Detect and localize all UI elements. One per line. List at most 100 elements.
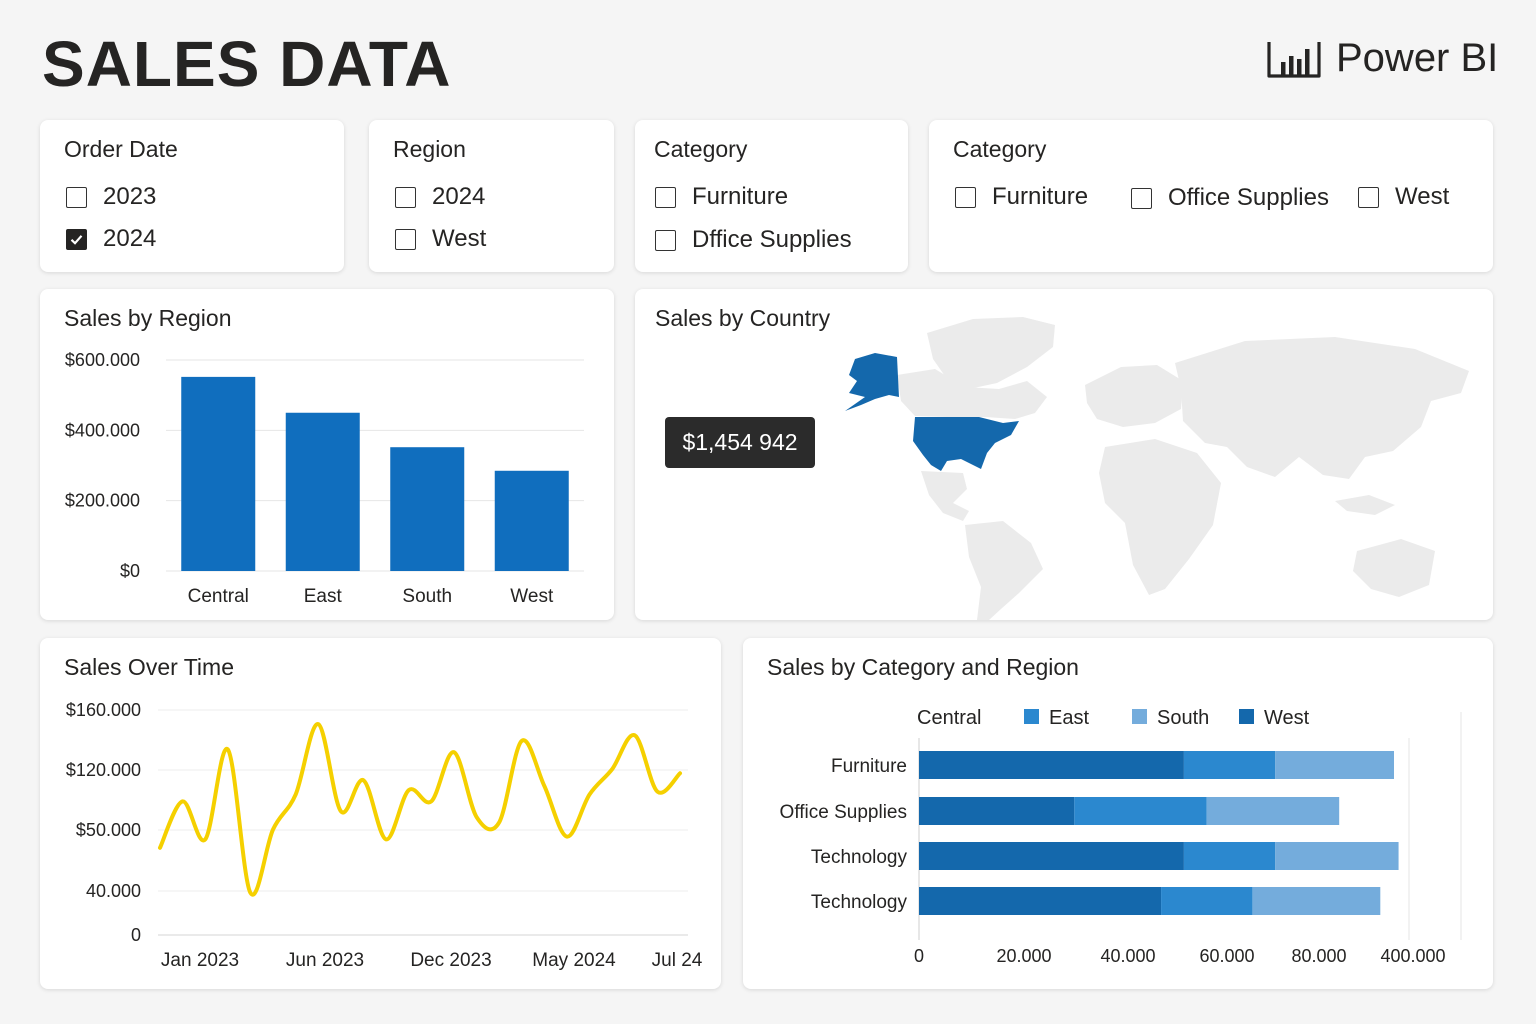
y-axis-tick-label: Technology [811, 847, 908, 868]
x-axis-tick-label: South [402, 586, 452, 607]
x-axis-tick-label: Central [188, 586, 249, 607]
checkbox[interactable] [66, 186, 87, 208]
brand-name: Power BI [1336, 36, 1499, 80]
bar-segment-east [1161, 887, 1253, 915]
sales-by-category-region-card: Sales by Category and Region 0 20.000 40.0… [743, 638, 1493, 989]
x-axis-tick-label: West [510, 586, 554, 607]
option-label: 2024 [432, 183, 486, 210]
y-axis-tick-label: $160.000 [66, 700, 141, 720]
y-axis-tick-label: Office Supplies [780, 802, 907, 823]
bar-segment-central [919, 797, 1075, 825]
y-axis-tick-label: $200.000 [65, 491, 140, 511]
asia-shape [1175, 337, 1469, 479]
slicer-title: Category [654, 136, 748, 162]
legend-swatch-east [1024, 709, 1039, 724]
x-axis-tick-label: 40.000 [1100, 946, 1155, 966]
option-label: West [432, 225, 487, 252]
australia-shape [1353, 539, 1435, 597]
sales-over-time-card: Sales Over Time 0 40.000 $50.000 $120.000 $1… [40, 638, 721, 989]
legend-label-central: Central [917, 707, 981, 729]
y-axis-tick-label: $120.000 [66, 760, 141, 780]
bar-central [181, 376, 256, 571]
greenland-shape [927, 317, 1055, 389]
y-axis-tick-label: $50.000 [76, 820, 141, 840]
bar-east [285, 412, 360, 571]
bar-segment-south [1275, 842, 1399, 870]
checkbox[interactable] [655, 186, 676, 208]
chart-title: Sales by Category and Region [767, 654, 1079, 680]
africa-shape [1099, 439, 1221, 595]
option-label: Furniture [692, 183, 789, 210]
alaska-shape [845, 353, 899, 411]
slicer-title: Category [953, 136, 1047, 162]
slicer-option-furniture[interactable]: Furniture [955, 182, 1088, 212]
slicer-option-office-supplies[interactable]: Dffice Supplies [655, 225, 852, 255]
x-axis-tick-label: 0 [914, 946, 924, 966]
checkbox[interactable] [395, 186, 416, 208]
slicer-option-furniture[interactable]: Furniture [655, 182, 788, 212]
option-label: 2023 [103, 183, 157, 210]
x-axis-tick-label: Jan 2023 [161, 950, 239, 971]
chart-title: Sales Over Time [64, 654, 234, 680]
bar-segment-south [1275, 751, 1394, 779]
y-axis-tick-label: Technology [811, 892, 908, 913]
usa-shape [913, 417, 1019, 471]
slicer-option-west[interactable]: West [1358, 182, 1449, 212]
slicer-category-horizontal: Category Furniture Office Supplies West [929, 120, 1493, 272]
check-icon [70, 234, 83, 245]
checkbox[interactable] [1358, 186, 1379, 208]
power-bi-icon [1267, 42, 1321, 78]
checkbox[interactable] [955, 186, 976, 208]
sales-by-region-chart: $0 $200.000 $400.000 $600.000 Central East Sou… [65, 350, 584, 607]
bar-segment-central [919, 842, 1184, 870]
option-label: 2024 [103, 225, 157, 252]
legend-label-west: West [1264, 707, 1310, 729]
slicer-order-date: Order Date 2023 2024 [40, 120, 344, 272]
x-axis-tick-label: 400.000 [1380, 946, 1445, 966]
map-tooltip: $1,454 942 [665, 417, 815, 468]
page-title: SALES DATA [42, 28, 452, 100]
y-axis-tick-label: Furniture [831, 756, 907, 777]
mexico-shape [921, 471, 969, 521]
x-axis-tick-label: 80.000 [1291, 946, 1346, 966]
x-axis-tick-label: East [304, 586, 343, 607]
legend-label-east: East [1049, 707, 1089, 729]
bar-south [390, 447, 465, 571]
sales-by-category-region-chart: 0 20.000 40.000 60.000 80.000 400.000 Furnitur… [780, 707, 1462, 966]
bar-segment-central [919, 887, 1162, 915]
map-highlighted-regions [845, 353, 1019, 471]
slicer-option-2024[interactable]: 2024 [66, 224, 156, 254]
checkbox[interactable] [395, 228, 416, 250]
x-axis-tick-label: Jun 2023 [286, 950, 364, 971]
slicer-option-2023[interactable]: 2023 [66, 182, 156, 212]
indonesia-shape [1335, 495, 1395, 515]
slicer-option-2024[interactable]: 2024 [395, 182, 485, 212]
sales-over-time-chart: 0 40.000 $50.000 $120.000 $160.000 Jan 2023 Ju… [66, 700, 703, 971]
option-label: West [1395, 183, 1450, 210]
bar-segment-south [1252, 887, 1381, 915]
bar-segment-east [1074, 797, 1207, 825]
checkbox[interactable] [655, 229, 676, 251]
y-axis-tick-label: 0 [131, 925, 141, 945]
slicer-option-office-supplies[interactable]: Office Supplies [1131, 183, 1329, 213]
checkbox-checked[interactable] [66, 228, 87, 250]
sales-by-region-card: Sales by Region $0 $200.000 $400.000 $600.0… [40, 289, 614, 620]
slicer-option-west[interactable]: West [395, 224, 486, 254]
y-axis-tick-label: 40.000 [86, 881, 141, 901]
slicer-title: Order Date [64, 136, 178, 162]
series-line [158, 722, 682, 897]
canada-shape [897, 369, 1047, 419]
sales-by-country-card: Sales by Country [635, 289, 1493, 620]
legend-swatch-west [1239, 709, 1254, 724]
chart-title: Sales by Region [64, 305, 232, 331]
bar-west [494, 470, 569, 571]
x-axis-tick-label: 60.000 [1199, 946, 1254, 966]
checkbox[interactable] [1131, 187, 1152, 209]
x-axis-tick-label: Dec 2023 [410, 950, 491, 971]
bar-segment-central [919, 751, 1184, 779]
brand-logo: Power BI [1266, 34, 1498, 82]
y-axis-tick-label: $600.000 [65, 350, 140, 370]
legend-swatch-south [1132, 709, 1147, 724]
option-label: Furniture [992, 183, 1089, 210]
slicer-category: Category Furniture Dffice Supplies [635, 120, 908, 272]
